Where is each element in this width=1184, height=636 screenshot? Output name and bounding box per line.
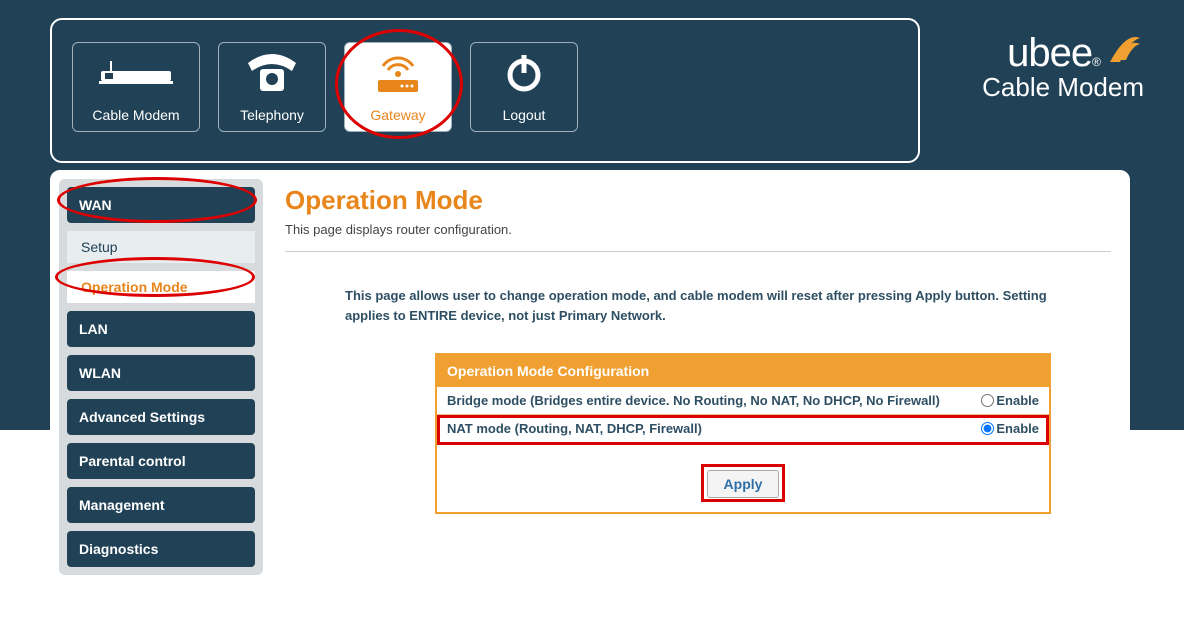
brand-name: ubee: [1007, 31, 1092, 76]
config-header: Operation Mode Configuration: [437, 355, 1049, 387]
sidebar-item-management[interactable]: Management: [67, 487, 255, 523]
page-subtitle: This page displays router configuration.: [285, 222, 1111, 252]
page-title: Operation Mode: [285, 185, 1111, 216]
sidebar-item-parental[interactable]: Parental control: [67, 443, 255, 479]
row-label: NAT mode (Routing, NAT, DHCP, Firewall): [447, 421, 702, 436]
nav-tile-gateway[interactable]: Gateway: [344, 42, 452, 132]
sidebar-item-diagnostics[interactable]: Diagnostics: [67, 531, 255, 567]
brand-product: Cable Modem: [982, 72, 1144, 103]
telephone-icon: [242, 43, 302, 103]
config-row-nat: NAT mode (Routing, NAT, DHCP, Firewall) …: [437, 415, 1049, 442]
sidebar-item-wan[interactable]: WAN: [67, 187, 255, 223]
nav-tile-telephony[interactable]: Telephony: [218, 42, 326, 132]
sidebar-item-setup[interactable]: Setup: [67, 231, 255, 263]
top-nav-bar: Cable Modem Telephony: [50, 18, 920, 163]
nav-label: Cable Modem: [92, 107, 179, 123]
apply-wrap: Apply: [437, 442, 1049, 512]
radio-nat[interactable]: [981, 422, 994, 435]
sidebar: WAN Setup Operation Mode LAN WLAN Advanc…: [59, 179, 263, 575]
nav-label: Telephony: [240, 107, 304, 123]
brand-block: ubee® Cable Modem: [982, 28, 1144, 103]
config-box: Operation Mode Configuration Bridge mode…: [435, 353, 1051, 514]
sidebar-item-lan[interactable]: LAN: [67, 311, 255, 347]
sidebar-item-wlan[interactable]: WLAN: [67, 355, 255, 391]
power-icon: [502, 43, 546, 103]
nav-tile-cable-modem[interactable]: Cable Modem: [72, 42, 200, 132]
row-label: Bridge mode (Bridges entire device. No R…: [447, 393, 940, 408]
sidebar-item-advanced[interactable]: Advanced Settings: [67, 399, 255, 435]
brand-logo: ubee®: [1007, 28, 1144, 76]
config-row-bridge: Bridge mode (Bridges entire device. No R…: [437, 387, 1049, 415]
enable-label: Enable: [996, 393, 1039, 408]
enable-label: Enable: [996, 421, 1039, 436]
sidebar-item-operation-mode[interactable]: Operation Mode: [67, 271, 255, 303]
nav-label: Logout: [503, 107, 546, 123]
content-shell: WAN Setup Operation Mode LAN WLAN Advanc…: [50, 170, 1130, 600]
swoosh-icon: [1106, 28, 1144, 76]
modem-icon: [97, 43, 175, 103]
nav-tile-logout[interactable]: Logout: [470, 42, 578, 132]
gateway-icon: [368, 43, 428, 103]
main-panel: Operation Mode This page displays router…: [281, 179, 1121, 591]
page-intro: This page allows user to change operatio…: [285, 286, 1111, 353]
page-root: Cable Modem Telephony: [0, 0, 1184, 430]
apply-button[interactable]: Apply: [707, 470, 780, 498]
nav-label: Gateway: [370, 107, 425, 123]
radio-bridge[interactable]: [981, 394, 994, 407]
